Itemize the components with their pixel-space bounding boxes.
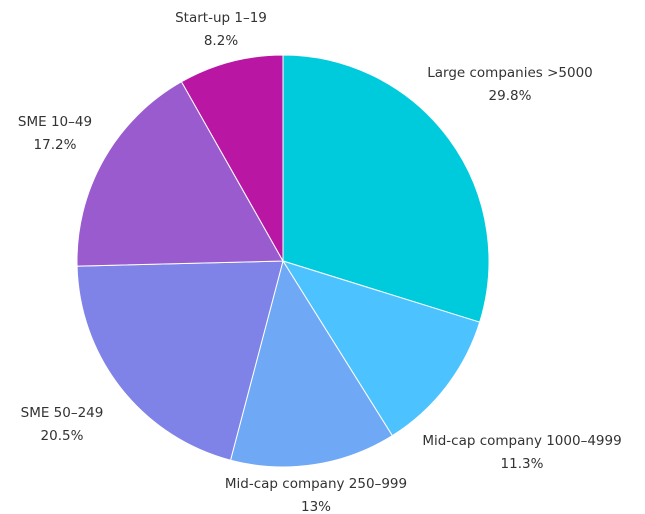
slice-label: SME 50–249 [21,405,104,421]
slice-value-label: 11.3% [501,456,544,472]
slice-label: SME 10–49 [18,114,92,130]
slice-value-label: 13% [301,499,331,514]
slice-value-label: 8.2% [204,33,238,49]
slice-label: Mid-cap company 250–999 [225,476,407,492]
pie-slice [76,260,284,461]
pie-slice [229,259,393,468]
slice-value-label: 29.8% [489,88,532,104]
pie-slice [180,54,284,263]
slice-label: Mid-cap company 1000–4999 [422,433,621,449]
slice-label: Start-up 1–19 [175,10,267,26]
pie-slice [76,81,284,267]
slice-value-label: 20.5% [41,428,84,444]
pie-slice [282,54,490,323]
slice-value-label: 17.2% [34,137,77,153]
slice-label: Large companies >5000 [427,65,593,81]
pie-slice [281,260,481,437]
